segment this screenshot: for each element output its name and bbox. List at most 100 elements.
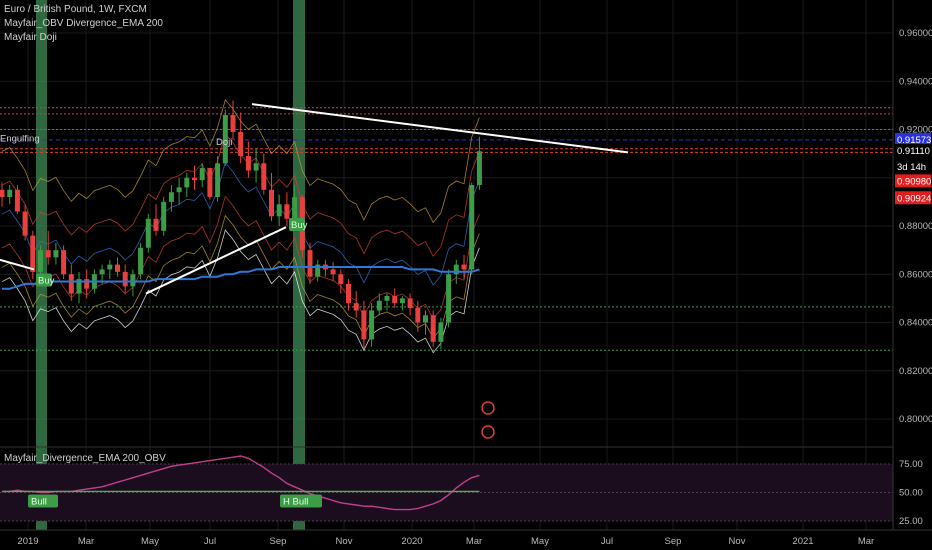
candle-body <box>238 131 244 157</box>
price-label-text: 0.91573 <box>897 135 931 146</box>
x-tick-label: May <box>141 536 159 547</box>
candle-body <box>161 201 167 231</box>
x-tick-label: Jul <box>204 536 216 547</box>
candle-body <box>14 189 20 212</box>
symbol-title: Euro / British Pound, 1W, FXCM <box>4 4 147 15</box>
candle-body <box>276 204 282 217</box>
x-tick-label: 2020 <box>401 536 422 547</box>
price-label-box <box>895 132 931 146</box>
candle-body <box>415 308 421 323</box>
x-tick-label: Nov <box>729 536 746 547</box>
candle-body <box>176 187 182 193</box>
trendlines <box>0 103 629 295</box>
candle-body <box>22 211 28 236</box>
bull-badge <box>28 494 58 508</box>
x-tick-label: May <box>531 536 549 547</box>
x-tick-label: Sep <box>270 536 287 547</box>
y-tick-label: 0.84000 <box>899 318 932 329</box>
candle-body <box>430 315 436 342</box>
osc-y-tick-label: 25.00 <box>899 516 923 527</box>
x-tick-label: Mar <box>858 536 874 547</box>
candle-body <box>292 197 298 219</box>
envelope-band <box>1 195 480 320</box>
chart-annotations: Engulfing Doji Buy Buy <box>0 134 495 439</box>
price-label-text: 0.90980 <box>897 176 931 187</box>
candle-body <box>376 300 382 311</box>
y-tick-label: 0.82000 <box>899 366 932 377</box>
candle-body <box>399 298 405 304</box>
candle-body <box>99 269 105 275</box>
y-tick-label: 0.94000 <box>899 76 932 87</box>
x-tick-label: Jul <box>601 536 613 547</box>
candle-body <box>107 264 113 270</box>
x-tick-label: Mar <box>78 536 94 547</box>
candle-body <box>338 274 344 284</box>
candle-body <box>245 156 251 171</box>
price-label-text: 0.91110 <box>897 146 930 157</box>
envelope-band <box>1 214 480 339</box>
candle-body <box>7 189 13 198</box>
candle-body <box>392 295 398 304</box>
oscillator-pane: Bull H Bull <box>0 446 893 522</box>
candle-body <box>269 189 274 217</box>
oscillator-title[interactable]: Mayfair_Divergence_EMA 200_OBV <box>4 453 166 464</box>
osc-series-line <box>2 455 480 511</box>
candle-body <box>315 264 321 277</box>
candle-body <box>192 177 197 181</box>
event-marker <box>481 425 495 439</box>
buy-label: Buy <box>291 220 308 231</box>
y-tick-label: 0.96000 <box>899 28 932 39</box>
candle-body <box>361 310 367 340</box>
candle-body <box>168 192 174 202</box>
candle-body <box>122 271 128 287</box>
candle-body <box>423 315 428 323</box>
candle-body <box>130 274 136 287</box>
bull-label: H Bull <box>283 497 308 508</box>
envelope-band <box>1 229 480 354</box>
price-label-text: 3d 14h <box>897 162 926 173</box>
candle-body <box>253 163 259 171</box>
bull-highlight-column <box>293 0 305 530</box>
price-label-box <box>894 159 932 174</box>
price-label-box <box>895 174 931 188</box>
candle-body <box>84 279 90 289</box>
candle-body <box>307 250 313 277</box>
candle-body <box>353 303 359 311</box>
candle-body <box>476 151 482 185</box>
doji-label: Doji <box>216 137 232 148</box>
candle-body <box>153 218 159 231</box>
event-marker <box>481 401 495 415</box>
osc-y-tick-label: 50.00 <box>899 488 923 499</box>
y-tick-label: 0.80000 <box>899 414 932 425</box>
x-tick-label: 2021 <box>792 536 813 547</box>
candle-body <box>184 177 190 188</box>
x-tick-label: Mar <box>466 536 482 547</box>
x-tick-label: Nov <box>336 536 353 547</box>
candle-body <box>38 250 43 272</box>
resistance-trendline <box>251 103 629 154</box>
candle-body <box>407 298 413 309</box>
candle-body <box>384 295 390 301</box>
candle-body <box>61 250 67 275</box>
support-trendline <box>145 226 287 295</box>
candle-body <box>0 189 5 198</box>
support-resistance-levels <box>0 107 893 351</box>
candle-body <box>453 264 459 275</box>
candle-body <box>30 235 36 272</box>
candle-body <box>330 269 336 275</box>
x-tick-label: 2019 <box>17 536 38 547</box>
indicator-title-doji[interactable]: Mayfair Doji <box>4 32 57 43</box>
engulfing-label: Engulfing <box>0 134 40 145</box>
y-tick-label: 0.92000 <box>899 125 932 136</box>
indicator-title-obv[interactable]: Mayfair_OBV Divergence_EMA 200 <box>4 18 163 29</box>
buy-label: Buy <box>38 275 55 286</box>
candle-body <box>215 163 221 198</box>
candle-body <box>446 274 452 323</box>
support-trendline-left <box>0 258 35 271</box>
candle-body <box>261 163 267 190</box>
ema-200-line <box>2 266 480 290</box>
candle-body <box>199 168 205 181</box>
buy-badge <box>36 273 52 287</box>
